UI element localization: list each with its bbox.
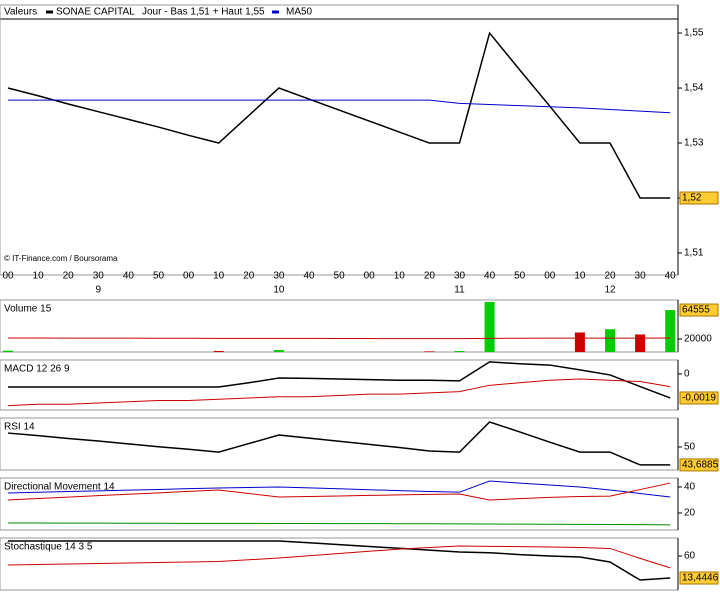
volume-bar xyxy=(635,334,646,352)
y-tick-label: 0 xyxy=(684,369,690,380)
volume-bar xyxy=(665,310,676,352)
x-tick-label: 40 xyxy=(484,271,496,282)
last-value-box xyxy=(679,303,719,317)
x-tick-label: 10 xyxy=(394,271,406,282)
volume-bar xyxy=(484,301,495,352)
series-line xyxy=(8,540,671,581)
legend-label: MA50 xyxy=(286,7,313,18)
series-line xyxy=(8,522,671,526)
volume-bar xyxy=(605,329,615,352)
last-value-label: -0,0019 xyxy=(682,393,716,404)
last-value-box xyxy=(679,458,719,472)
last-value-box xyxy=(679,391,719,405)
y-tick-label: 1,54 xyxy=(684,83,704,94)
last-value-box xyxy=(679,191,719,205)
credit: © IT-Finance.com / Boursorama xyxy=(4,254,118,263)
legend-prefix: Valeurs xyxy=(4,7,37,18)
x-tick-label: 20 xyxy=(243,271,255,282)
x-tick-label: 30 xyxy=(93,271,105,282)
x-tick-label: 10 xyxy=(213,271,225,282)
series-line xyxy=(8,361,671,399)
y-tick-label: 40 xyxy=(684,482,696,493)
x-tick-label: 40 xyxy=(665,271,677,282)
y-tick-label: 50 xyxy=(684,442,696,453)
series-line xyxy=(8,99,671,114)
last-value-label: 1,52 xyxy=(682,193,702,204)
x-tick-label: 00 xyxy=(364,271,376,282)
series-line xyxy=(7,378,671,407)
panel-title: Stochastique 14 3 5 xyxy=(4,542,93,553)
last-value-label: 13,4446 xyxy=(682,573,719,584)
x-tick-label: 30 xyxy=(635,271,647,282)
series-line xyxy=(7,545,671,569)
volume-bar xyxy=(574,332,585,352)
last-value-box xyxy=(679,571,719,585)
panel-title: Directional Movement 14 xyxy=(4,482,115,493)
panel-title: Volume 15 xyxy=(4,304,52,315)
x-tick-label: 40 xyxy=(303,271,315,282)
volume-bar xyxy=(454,351,465,352)
volume-bar xyxy=(273,350,284,352)
x-tick-label: 00 xyxy=(544,271,556,282)
y-tick-label: 20 xyxy=(684,508,696,519)
x-tick-label: 20 xyxy=(604,271,616,282)
x-day-label: 9 xyxy=(96,285,102,296)
volume-bar xyxy=(3,350,13,352)
x-tick-label: 00 xyxy=(183,271,195,282)
panel-title: MACD 12 26 9 xyxy=(4,364,70,375)
y-tick-label: 20000 xyxy=(684,334,712,345)
x-day-label: 11 xyxy=(454,285,465,296)
x-tick-label: 30 xyxy=(273,271,285,282)
panel-title: RSI 14 xyxy=(4,422,35,433)
x-tick-label: 40 xyxy=(123,271,135,282)
x-tick-label: 30 xyxy=(454,271,466,282)
series-line xyxy=(7,421,671,466)
x-tick-label: 50 xyxy=(153,271,165,282)
y-tick-label: 60 xyxy=(684,551,696,562)
volume-bar xyxy=(213,351,224,352)
series-line xyxy=(7,480,671,498)
subtitle: Jour - Bas 1,51 + Haut 1,55 xyxy=(142,7,265,18)
x-tick-label: 50 xyxy=(514,271,526,282)
y-tick-label: 1,55 xyxy=(684,28,704,39)
x-tick-label: 20 xyxy=(63,271,75,282)
volume-bar xyxy=(424,351,435,352)
series-line xyxy=(8,337,671,340)
last-value-label: 64555 xyxy=(682,305,710,316)
x-day-label: 10 xyxy=(273,285,285,296)
legend-label: SONAE CAPITAL xyxy=(56,7,135,18)
x-day-label: 12 xyxy=(604,285,616,296)
y-tick-label: 1,51 xyxy=(684,248,704,259)
series-line xyxy=(7,482,671,501)
series-line xyxy=(7,31,671,199)
x-tick-label: 50 xyxy=(334,271,346,282)
y-tick-label: 1,53 xyxy=(684,138,704,149)
x-tick-label: 10 xyxy=(574,271,586,282)
last-value-label: 43,6885 xyxy=(682,460,719,471)
x-tick-label: 10 xyxy=(33,271,45,282)
x-tick-label: 20 xyxy=(424,271,436,282)
x-tick-label: 00 xyxy=(2,271,14,282)
